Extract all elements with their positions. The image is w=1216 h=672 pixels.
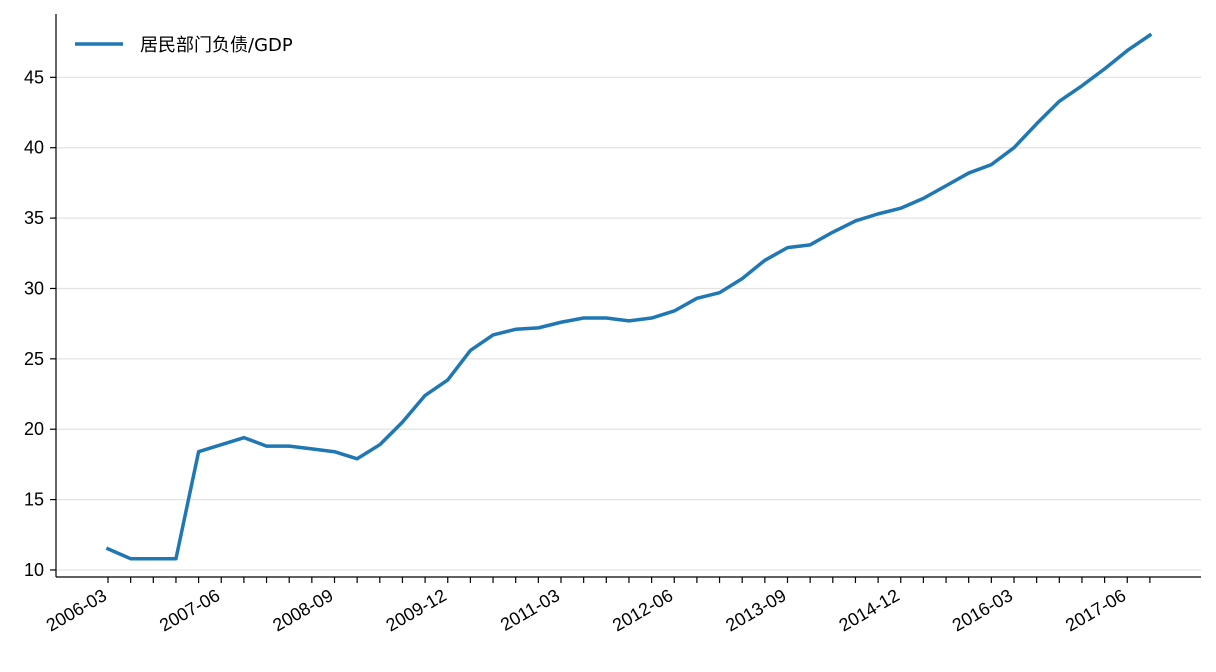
y-tick-label: 45 bbox=[24, 67, 44, 87]
x-tick-label: 2009-12 bbox=[383, 585, 450, 635]
legend-label: 居民部门负债/GDP bbox=[140, 35, 293, 56]
legend: 居民部门负债/GDP bbox=[75, 35, 293, 56]
y-tick-label: 40 bbox=[24, 138, 44, 158]
x-tick-label: 2016-03 bbox=[949, 585, 1016, 635]
y-tick-label: 35 bbox=[24, 208, 44, 228]
y-axis: 10 15 20 25 30 35 40 45 bbox=[24, 67, 56, 580]
x-axis: 2006-03 2007-06 2008-09 2009-12 2011-03 2012-… bbox=[43, 577, 1151, 635]
gridlines bbox=[56, 76, 1201, 571]
x-tick-label: 2014-12 bbox=[836, 585, 903, 635]
x-tick-label: 2012-06 bbox=[609, 585, 676, 635]
y-tick-label: 30 bbox=[24, 278, 44, 298]
x-tick-label: 2011-03 bbox=[497, 585, 563, 635]
y-tick-label: 20 bbox=[24, 419, 44, 439]
series-line-0 bbox=[105, 32, 1153, 561]
x-tick-label: 2008-09 bbox=[269, 585, 336, 635]
x-tick-label: 2013-09 bbox=[722, 585, 789, 635]
x-tick-label: 2017-06 bbox=[1062, 585, 1129, 635]
x-tick-label: 2007-06 bbox=[156, 585, 223, 635]
series-lines bbox=[105, 32, 1153, 561]
y-tick-label: 10 bbox=[24, 560, 44, 580]
y-tick-label: 15 bbox=[24, 490, 44, 510]
axes-spines bbox=[55, 14, 1201, 578]
y-tick-label: 25 bbox=[24, 349, 44, 369]
x-tick-label: 2006-03 bbox=[43, 585, 110, 635]
